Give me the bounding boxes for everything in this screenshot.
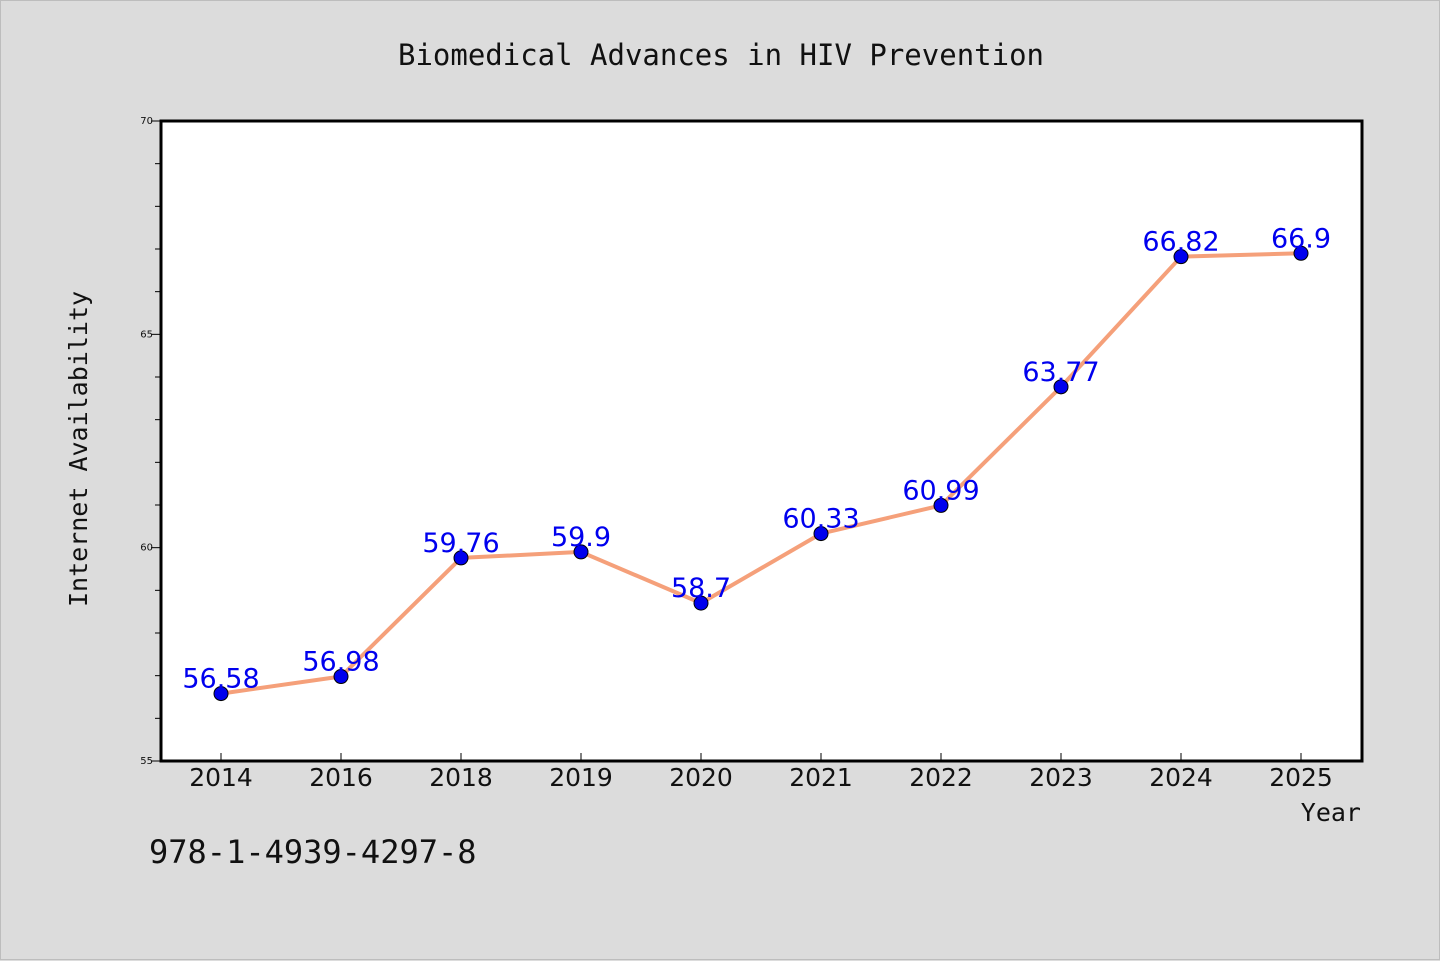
data-point	[693, 595, 709, 611]
x-tick-label: 2023	[1029, 763, 1093, 792]
x-tick-label: 2025	[1269, 763, 1333, 792]
data-label: 59.9	[551, 522, 611, 553]
chart-title: Biomedical Advances in HIV Prevention	[398, 38, 1044, 72]
data-point	[453, 550, 469, 566]
data-label: 60.99	[902, 475, 979, 506]
x-axis-label: Year	[1301, 798, 1361, 827]
y-axis-label: Internet Availability	[64, 291, 93, 607]
x-tick-label: 2021	[789, 763, 853, 792]
data-point	[333, 669, 349, 685]
series-layer	[213, 245, 1309, 702]
y-tick-label: 55	[140, 756, 153, 767]
isbn-text: 978-1-4939-4297-8	[149, 833, 477, 871]
x-tick-label: 2016	[309, 763, 373, 792]
data-point	[1053, 379, 1069, 395]
data-point	[1173, 249, 1189, 265]
x-tick-label: 2014	[189, 763, 253, 792]
data-labels: 56.58 56.98 59.76 59.9 58.7 60.33 60.99 63.77 66…	[182, 223, 1331, 694]
x-tick-label: 2020	[669, 763, 733, 792]
y-tick-label: 65	[140, 329, 153, 340]
y-tick-label: 60	[140, 543, 153, 554]
data-label: 66.9	[1271, 223, 1331, 254]
y-axis: 55 60 65 70	[140, 116, 161, 767]
data-point	[933, 497, 949, 513]
data-label: 56.58	[182, 664, 259, 695]
data-label: 60.33	[782, 504, 859, 535]
data-label: 58.7	[671, 573, 731, 604]
data-label: 63.77	[1022, 357, 1099, 388]
data-label: 59.76	[422, 528, 499, 559]
data-label: 66.82	[1142, 227, 1219, 258]
x-tick-label: 2022	[909, 763, 973, 792]
data-point	[1293, 245, 1309, 261]
x-tick-label: 2018	[429, 763, 493, 792]
x-axis: 2014 2016 2018 2019 2020 2021 2022 2023 2024 2025	[189, 753, 1333, 792]
data-point	[573, 544, 589, 560]
x-tick-label: 2024	[1149, 763, 1213, 792]
series-line	[219, 251, 1303, 696]
data-point	[213, 686, 229, 702]
x-tick-label: 2019	[549, 763, 613, 792]
data-point	[813, 526, 829, 542]
data-label: 56.98	[302, 647, 379, 678]
y-tick-label: 70	[140, 116, 153, 127]
